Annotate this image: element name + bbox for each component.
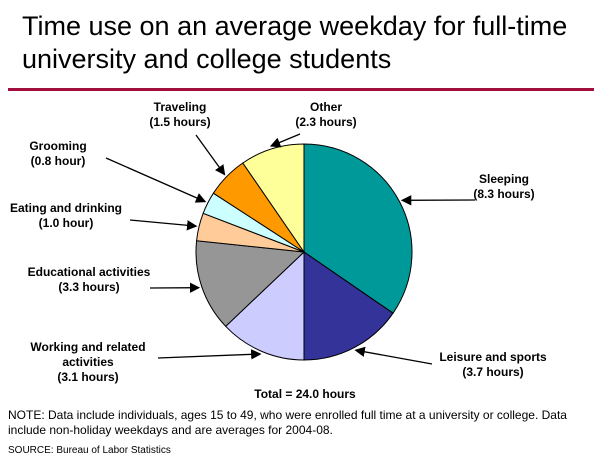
arrow-other bbox=[269, 133, 301, 148]
title-divider bbox=[8, 88, 594, 91]
label-other: Other (2.3 hours) bbox=[288, 100, 364, 130]
arrow-grooming bbox=[105, 157, 207, 203]
chart-title-line-2: university and college students bbox=[22, 44, 392, 74]
label-traveling: Traveling (1.5 hours) bbox=[140, 100, 220, 130]
label-working-name-1: Working and related bbox=[30, 340, 146, 354]
source-note: SOURCE: Bureau of Labor Statistics bbox=[8, 445, 171, 456]
label-grooming-name: Grooming bbox=[29, 139, 87, 153]
label-sleeping-name: Sleeping bbox=[478, 172, 529, 186]
footnote: NOTE: Data include individuals, ages 15 … bbox=[8, 408, 567, 437]
arrow-eating-and-drinking bbox=[129, 219, 198, 231]
label-other-name: Other bbox=[309, 100, 342, 114]
label-working-name-2: activities bbox=[62, 355, 114, 369]
label-educational-name: Educational activities bbox=[27, 265, 151, 279]
label-sleeping-value: (8.3 hours) bbox=[473, 187, 535, 201]
label-educational-value: (3.3 hours) bbox=[58, 280, 120, 294]
label-working: Working and related activities (3.1 hour… bbox=[20, 340, 156, 385]
label-educational: Educational activities (3.3 hours) bbox=[14, 265, 164, 295]
pie-slice-other bbox=[242, 143, 305, 254]
label-grooming-value: (0.8 hour) bbox=[30, 154, 86, 168]
chart-title-line-1: Time use on an average weekday for full-… bbox=[22, 11, 568, 41]
chart-title: Time use on an average weekday for full-… bbox=[22, 10, 582, 76]
label-eating-name: Eating and drinking bbox=[9, 201, 122, 215]
total-label: Total = 24.0 hours bbox=[254, 387, 356, 401]
label-eating: Eating and drinking (1.0 hour) bbox=[4, 201, 128, 231]
pie-slice-educational-activities bbox=[195, 240, 306, 328]
label-grooming: Grooming (0.8 hour) bbox=[26, 139, 90, 169]
arrow-traveling bbox=[195, 134, 226, 176]
label-traveling-name: Traveling bbox=[153, 100, 207, 114]
label-eating-value: (1.0 hour) bbox=[38, 216, 94, 230]
pie-slices bbox=[195, 143, 413, 361]
pie-slice-leisure-and-sports bbox=[303, 251, 394, 361]
arrow-working-and-related-activities bbox=[157, 349, 262, 360]
label-traveling-value: (1.5 hours) bbox=[149, 115, 211, 129]
label-working-value: (3.1 hours) bbox=[57, 370, 119, 384]
label-other-value: (2.3 hours) bbox=[295, 115, 357, 129]
label-leisure-value: (3.7 hours) bbox=[462, 365, 524, 379]
label-sleeping: Sleeping (8.3 hours) bbox=[462, 172, 546, 202]
label-leisure-name: Leisure and sports bbox=[439, 350, 547, 364]
arrow-leisure-and-sports bbox=[354, 346, 433, 365]
label-arrows bbox=[105, 133, 476, 365]
pie-slice-sleeping bbox=[303, 143, 413, 314]
label-leisure: Leisure and sports (3.7 hours) bbox=[428, 350, 558, 380]
